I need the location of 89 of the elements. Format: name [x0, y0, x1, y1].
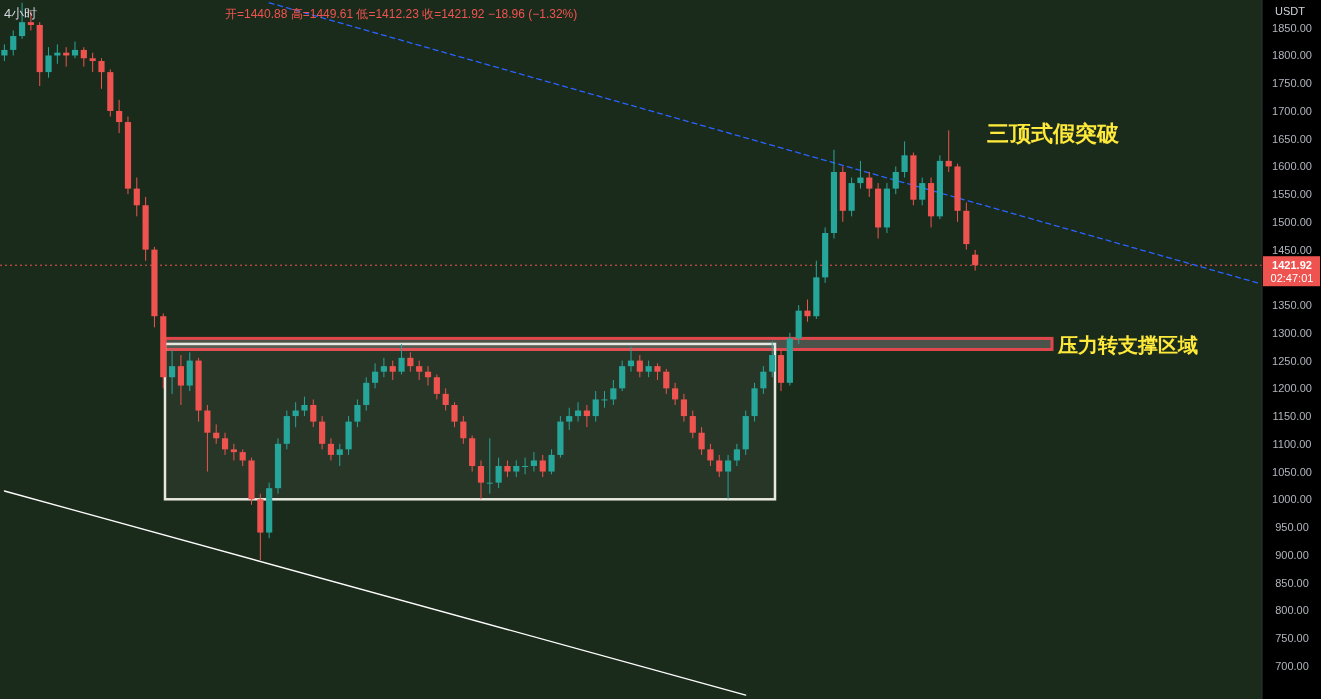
annotation: 三顶式假突破	[987, 121, 1120, 146]
candlestick	[619, 360, 626, 392]
candlestick	[733, 443, 740, 467]
candlestick	[857, 160, 864, 190]
candlestick	[407, 351, 414, 373]
candlestick	[363, 376, 370, 412]
candlestick	[169, 349, 176, 395]
y-tick-label: 1000.00	[1272, 493, 1312, 506]
y-tick-label: 1100.00	[1272, 437, 1312, 450]
candlestick	[716, 454, 723, 478]
candlestick	[760, 365, 767, 395]
candlestick	[89, 52, 96, 73]
candlestick	[663, 368, 670, 395]
candlestick	[221, 432, 229, 456]
candlestick	[539, 454, 546, 478]
candlestick	[80, 46, 87, 68]
candlestick	[566, 407, 573, 431]
y-tick-label: 1550.00	[1272, 188, 1312, 201]
y-tick-label: 1800.00	[1272, 49, 1312, 62]
candlestick	[433, 373, 440, 400]
y-tick-label: 1250.00	[1272, 354, 1312, 367]
y-tick-label: 1600.00	[1272, 160, 1312, 173]
candlestick	[601, 390, 608, 409]
candlestick	[98, 57, 105, 90]
candlestick	[398, 343, 405, 375]
y-tick-label: 950.00	[1275, 521, 1309, 534]
y-tick-label: 1300.00	[1272, 326, 1312, 339]
candlestick	[698, 426, 705, 456]
candlestick	[919, 177, 926, 206]
candlestick	[610, 379, 617, 406]
candlestick	[310, 398, 317, 428]
candlestick	[460, 415, 467, 445]
y-tick-label: 1500.00	[1272, 215, 1312, 228]
candlestick	[336, 443, 343, 467]
candlestick	[548, 448, 555, 475]
text: 4小时	[4, 6, 38, 21]
candlestick	[177, 354, 184, 406]
y-tick-label: 1450.00	[1272, 243, 1312, 256]
y-tick-label: 700.00	[1275, 659, 1309, 672]
candlestick	[389, 360, 396, 381]
candlestick	[371, 362, 379, 389]
annotation: 开=1440.88 高=1449.61 低=1412.23 收=1421.92 −18.96 (−1.32%)	[225, 7, 578, 21]
y-tick-label: 1050.00	[1272, 465, 1312, 478]
candlestick	[45, 46, 52, 79]
candlestick	[769, 340, 776, 378]
candlestick	[724, 454, 732, 500]
candlestick	[230, 443, 237, 461]
y-tick-label: 850.00	[1275, 576, 1309, 589]
candlestick	[451, 401, 458, 428]
candlestick	[133, 177, 140, 217]
y-tick-label: 1850.00	[1272, 21, 1312, 34]
candlestick	[522, 457, 529, 475]
candlestick	[866, 171, 873, 198]
candlestick	[442, 387, 449, 412]
candlestick	[592, 390, 599, 423]
candlestick	[10, 30, 17, 56]
candlestick	[380, 357, 387, 378]
candlestick	[672, 382, 679, 406]
candlestick	[477, 459, 485, 500]
y-tick-label: 1350.00	[1272, 299, 1312, 312]
band-label: 压力转支撑区域	[1057, 333, 1198, 356]
ref-line-label: 1421.92	[1272, 259, 1312, 272]
candlestick	[495, 457, 502, 489]
y-axis-title: USDT	[1275, 5, 1306, 17]
candlestick	[707, 443, 714, 467]
text: 02:47:01	[1270, 272, 1314, 285]
y-tick-label: 1750.00	[1272, 77, 1312, 90]
y-tick-label: 1700.00	[1272, 104, 1312, 117]
candlestick	[416, 360, 423, 381]
candlestick	[354, 398, 361, 428]
candlestick	[892, 165, 899, 195]
candlestick	[689, 410, 696, 439]
y-tick-label: 900.00	[1275, 548, 1309, 561]
candlestick	[530, 451, 538, 473]
y-tick-label: 800.00	[1275, 604, 1309, 617]
candlestick	[804, 299, 811, 323]
candlestick	[680, 393, 688, 423]
y-tick-label: 750.00	[1275, 631, 1309, 644]
candlestick	[319, 415, 326, 450]
candlestick	[327, 437, 335, 461]
candlestick	[204, 404, 211, 473]
y-tick-label: 1650.00	[1272, 132, 1312, 145]
candlestick	[486, 437, 493, 495]
candlestick	[116, 99, 123, 134]
candlestick	[301, 396, 308, 417]
candlestick	[636, 354, 643, 378]
candlestick	[901, 140, 908, 179]
y-tick-label: 1200.00	[1272, 382, 1312, 395]
y-tick-label: 1150.00	[1272, 410, 1312, 423]
